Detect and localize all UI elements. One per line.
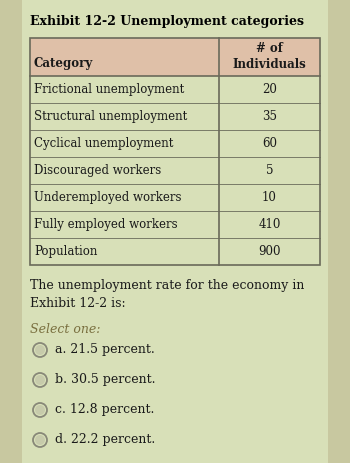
Text: d. 22.2 percent.: d. 22.2 percent.	[55, 433, 155, 446]
Text: 10: 10	[262, 191, 277, 204]
Text: 20: 20	[262, 83, 277, 96]
Bar	[328, 0, 350, 463]
Text: Population: Population	[34, 245, 97, 258]
Text: Fully employed workers: Fully employed workers	[34, 218, 177, 231]
Text: # of
Individuals: # of Individuals	[233, 42, 306, 71]
Text: Underemployed workers: Underemployed workers	[34, 191, 182, 204]
Text: 60: 60	[262, 137, 277, 150]
Circle shape	[35, 435, 45, 445]
Circle shape	[35, 375, 45, 385]
Text: Structural unemployment: Structural unemployment	[34, 110, 187, 123]
Text: Category: Category	[34, 57, 93, 70]
Text: Cyclical unemployment: Cyclical unemployment	[34, 137, 173, 150]
Bar	[0, 0, 22, 463]
Text: The unemployment rate for the economy in
Exhibit 12-2 is:: The unemployment rate for the economy in…	[30, 279, 305, 310]
Circle shape	[33, 373, 47, 387]
Text: Discouraged workers: Discouraged workers	[34, 164, 161, 177]
Text: 35: 35	[262, 110, 277, 123]
Circle shape	[35, 405, 45, 415]
Text: c. 12.8 percent.: c. 12.8 percent.	[55, 403, 154, 417]
Text: 900: 900	[258, 245, 281, 258]
Bar	[30, 76, 320, 265]
Text: Select one:: Select one:	[30, 323, 100, 336]
Bar	[30, 38, 320, 76]
Text: Exhibit 12-2 Unemployment categories: Exhibit 12-2 Unemployment categories	[30, 15, 304, 28]
Text: Frictional unemployment: Frictional unemployment	[34, 83, 184, 96]
Bar	[30, 38, 320, 265]
Text: 5: 5	[266, 164, 273, 177]
Circle shape	[33, 433, 47, 447]
Text: 410: 410	[258, 218, 281, 231]
Text: a. 21.5 percent.: a. 21.5 percent.	[55, 344, 155, 357]
Text: b. 30.5 percent.: b. 30.5 percent.	[55, 374, 155, 387]
Circle shape	[35, 345, 45, 355]
Circle shape	[33, 403, 47, 417]
Circle shape	[33, 343, 47, 357]
